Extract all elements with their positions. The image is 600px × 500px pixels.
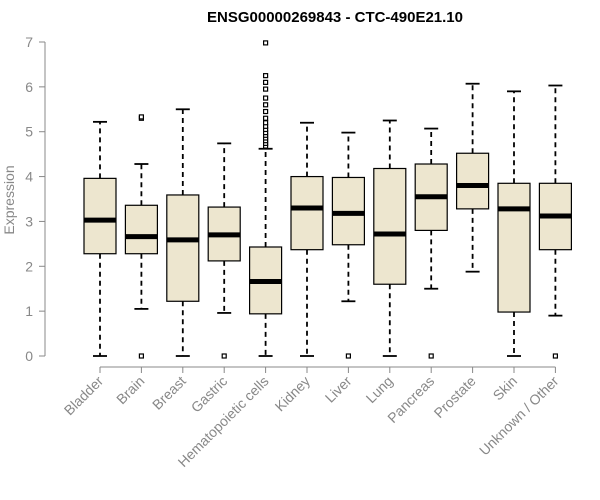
outlier-point bbox=[263, 79, 269, 85]
box-bladder bbox=[83, 120, 117, 357]
y-tick-label: 1 bbox=[25, 303, 33, 319]
y-tick-label: 4 bbox=[25, 169, 33, 185]
box-liver bbox=[331, 131, 365, 359]
outlier-point bbox=[138, 353, 144, 359]
box-prostate bbox=[456, 82, 490, 273]
outlier-point bbox=[263, 115, 269, 121]
outlier-point bbox=[345, 353, 351, 359]
outlier-point bbox=[138, 114, 144, 120]
iqr-box bbox=[456, 152, 490, 210]
y-tick-label: 7 bbox=[25, 34, 33, 50]
y-axis-label: Expression bbox=[1, 165, 17, 234]
box-pancreas bbox=[414, 127, 448, 359]
box-kidney bbox=[290, 121, 324, 357]
x-tick-label: Prostate bbox=[431, 373, 479, 421]
box-lung bbox=[373, 119, 407, 357]
y-tick-label: 3 bbox=[25, 213, 33, 229]
iqr-box bbox=[83, 177, 117, 255]
plot-area bbox=[83, 40, 573, 359]
y-tick-label: 6 bbox=[25, 79, 33, 95]
x-tick-label: Unknown / Other bbox=[476, 373, 562, 459]
x-tick-label: Brain bbox=[113, 373, 147, 407]
outlier-point bbox=[263, 120, 269, 126]
box-brain bbox=[124, 114, 159, 359]
box-unknown-other bbox=[538, 84, 573, 359]
iqr-box bbox=[290, 175, 324, 251]
x-tick-label: Liver bbox=[322, 373, 355, 406]
iqr-box bbox=[124, 204, 159, 255]
y-tick-label: 2 bbox=[25, 258, 33, 274]
x-tick-label: Kidney bbox=[272, 373, 314, 415]
box-hematopoietic-cells bbox=[249, 40, 283, 357]
outlier-point bbox=[221, 353, 227, 359]
x-tick-label: Bladder bbox=[61, 373, 107, 419]
x-tick-label: Lung bbox=[363, 373, 396, 406]
x-tick-label: Skin bbox=[490, 373, 521, 404]
iqr-box bbox=[497, 182, 531, 313]
outlier-point bbox=[263, 108, 269, 115]
outlier-point bbox=[428, 353, 434, 359]
box-gastric bbox=[207, 142, 241, 359]
outlier-point bbox=[263, 102, 269, 108]
x-tick-label: Breast bbox=[149, 373, 189, 413]
outlier-point bbox=[263, 73, 269, 79]
outlier-point bbox=[263, 95, 269, 101]
y-tick-label: 5 bbox=[25, 124, 33, 140]
iqr-box bbox=[373, 167, 407, 285]
box-skin bbox=[497, 90, 531, 357]
chart-title: ENSG00000269843 - CTC-490E21.10 bbox=[207, 9, 463, 26]
outlier-point bbox=[552, 353, 559, 359]
outlier-point bbox=[263, 86, 269, 92]
box-breast bbox=[166, 108, 200, 357]
outlier-point bbox=[263, 40, 269, 46]
y-tick-label: 0 bbox=[25, 348, 33, 364]
iqr-box bbox=[166, 194, 200, 302]
